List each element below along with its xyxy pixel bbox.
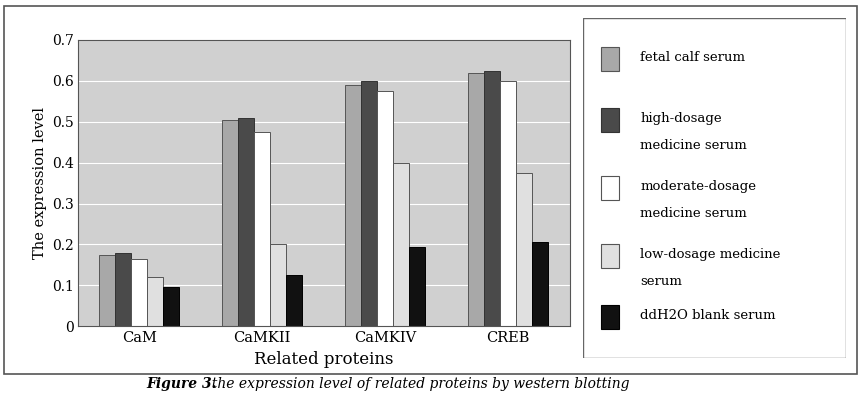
Text: ddH2O blank serum: ddH2O blank serum	[640, 309, 776, 322]
Bar	[287, 275, 302, 326]
Text: low-dosage medicine: low-dosage medicine	[640, 248, 781, 261]
Bar	[532, 242, 548, 326]
Text: fetal calf serum: fetal calf serum	[640, 51, 746, 64]
Bar	[131, 259, 148, 326]
Bar	[99, 255, 115, 326]
Bar	[516, 173, 532, 326]
Text: the expression level of related proteins by western blotting: the expression level of related proteins…	[203, 377, 629, 391]
Bar	[238, 117, 254, 326]
Bar	[345, 85, 361, 326]
Bar	[601, 305, 620, 329]
Bar	[222, 120, 238, 326]
Bar	[148, 277, 163, 326]
Y-axis label: The expression level: The expression level	[34, 107, 47, 259]
Bar	[601, 244, 620, 268]
Text: moderate-dosage: moderate-dosage	[640, 180, 757, 193]
Text: medicine serum: medicine serum	[640, 139, 747, 152]
Bar	[484, 70, 500, 326]
Bar	[500, 81, 516, 326]
Bar	[601, 47, 620, 71]
Text: serum: serum	[640, 275, 683, 288]
Bar	[601, 176, 620, 200]
Bar	[270, 244, 287, 326]
Bar	[377, 91, 394, 326]
Bar	[468, 72, 484, 326]
Bar	[254, 132, 270, 326]
Bar	[409, 246, 425, 326]
Bar	[361, 81, 377, 326]
Bar	[115, 253, 131, 326]
Text: Figure 3.: Figure 3.	[147, 377, 217, 391]
FancyBboxPatch shape	[583, 18, 846, 358]
Bar	[394, 163, 409, 326]
X-axis label: Related proteins: Related proteins	[254, 351, 394, 369]
Text: medicine serum: medicine serum	[640, 207, 747, 220]
Bar	[163, 287, 180, 326]
Text: high-dosage: high-dosage	[640, 112, 722, 125]
Bar	[601, 108, 620, 132]
